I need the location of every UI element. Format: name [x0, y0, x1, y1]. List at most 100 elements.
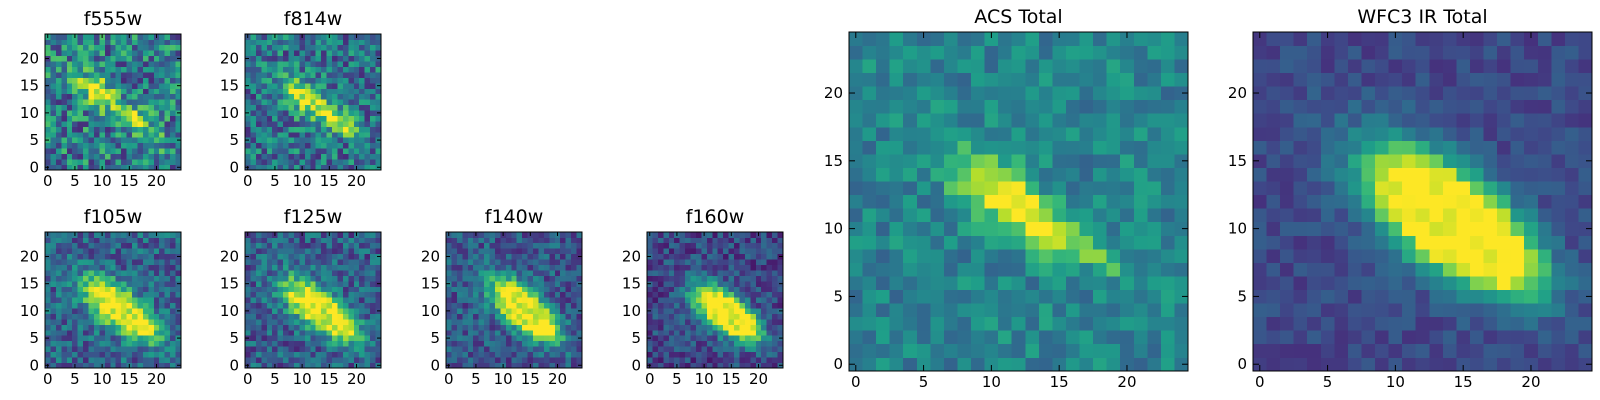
pixel-cell	[571, 237, 577, 244]
pixel-cell	[45, 115, 51, 122]
pixel-cell	[126, 159, 133, 165]
pixel-cell	[159, 253, 166, 260]
pixel-cell	[137, 248, 144, 255]
pixel-cell	[849, 86, 863, 101]
pixel-cell	[695, 346, 702, 353]
pixel-cell	[1106, 72, 1121, 87]
pixel-cell	[1334, 221, 1349, 236]
pixel-cell	[1537, 357, 1552, 372]
pixel-cell	[916, 32, 931, 46]
pixel-cell	[348, 159, 355, 165]
pixel-cell	[647, 319, 653, 325]
pixel-cell	[1253, 248, 1267, 263]
pixel-cell	[370, 66, 376, 73]
pixel-cell	[142, 264, 149, 271]
pixel-cell	[353, 126, 360, 133]
pixel-cell	[1133, 72, 1148, 87]
pixel-cell	[175, 39, 182, 46]
pixel-cell	[668, 335, 675, 342]
pixel-cell	[1537, 167, 1552, 182]
pixel-cell	[283, 329, 289, 336]
pixel-cell	[739, 242, 746, 249]
pixel-cell	[717, 270, 724, 276]
pixel-cell	[293, 357, 300, 363]
pixel-cell	[83, 142, 89, 149]
pixel-cell	[744, 259, 751, 265]
pixel-cell	[876, 45, 891, 60]
y-tick-label: 5	[631, 329, 641, 347]
axes-frame	[244, 33, 382, 171]
pixel-cell	[245, 357, 251, 363]
pixel-cell	[310, 362, 317, 369]
pixel-cell	[712, 242, 719, 249]
y-tick-label: 20	[622, 247, 641, 265]
pixel-cell	[473, 237, 479, 244]
pixel-cell	[663, 357, 670, 363]
pixel-cell	[446, 242, 452, 249]
pixel-cell	[571, 313, 577, 320]
pixel-cell	[115, 253, 122, 260]
pixel-cell	[761, 253, 768, 260]
pixel-cell	[971, 126, 985, 141]
pixel-cell	[916, 59, 931, 74]
pixel-cell	[342, 44, 349, 51]
pixel-cell	[353, 280, 360, 287]
pixel-cell	[889, 154, 904, 168]
pixel-cell	[565, 275, 572, 282]
pixel-cell	[1147, 276, 1162, 290]
pixel-cell	[889, 181, 904, 196]
pixel-cell	[359, 259, 366, 265]
pixel-cell	[957, 357, 972, 372]
pixel-cell	[1510, 289, 1525, 304]
pixel-cell	[137, 335, 144, 342]
pixel-cell	[245, 237, 251, 244]
pixel-cell	[489, 346, 496, 353]
pixel-cell	[66, 286, 73, 293]
pixel-cell	[175, 297, 182, 304]
pixel-cell	[647, 313, 653, 320]
pixel-cell	[1402, 167, 1417, 182]
pixel-cell	[1011, 45, 1026, 60]
pixel-cell	[543, 324, 550, 331]
pixel-cell	[164, 313, 171, 320]
pixel-cell	[903, 262, 918, 277]
pixel-cell	[527, 253, 534, 260]
pixel-cell	[1038, 262, 1053, 277]
pixel-cell	[755, 291, 762, 298]
pixel-cell	[1133, 357, 1148, 372]
pixel-cell	[957, 289, 972, 304]
pixel-cell	[560, 297, 567, 304]
pixel-cell	[359, 346, 366, 353]
pixel-cell	[55, 82, 62, 89]
pixel-cell	[266, 39, 273, 46]
pixel-cell	[706, 237, 713, 244]
pixel-cell	[315, 324, 322, 331]
pixel-cell	[889, 113, 904, 128]
pixel-cell	[538, 335, 545, 342]
pixel-cell	[353, 142, 360, 149]
pixel-cell	[943, 72, 958, 87]
pixel-cell	[685, 264, 691, 271]
pixel-cell	[99, 253, 106, 260]
pixel-cell	[456, 297, 463, 304]
pixel-cell	[484, 357, 490, 363]
pixel-cell	[342, 121, 349, 127]
pixel-cell	[72, 137, 78, 144]
pixel-cell	[998, 316, 1013, 331]
pixel-cell	[277, 66, 284, 73]
x-tick-label: 0	[444, 370, 454, 388]
pixel-cell	[957, 330, 972, 345]
pixel-cell	[1147, 86, 1162, 101]
pixel-cell	[571, 253, 577, 260]
pixel-cell	[332, 275, 338, 282]
pixel-cell	[326, 237, 333, 244]
pixel-cell	[1320, 357, 1335, 372]
pixel-cell	[1293, 208, 1308, 223]
pixel-cell	[126, 55, 133, 62]
x-tick-label: 0	[243, 370, 253, 388]
pixel-cell	[332, 280, 338, 287]
pixel-cell	[943, 154, 958, 168]
pixel-cell	[110, 153, 117, 160]
pixel-cell	[375, 340, 382, 347]
pixel-cell	[55, 270, 62, 276]
